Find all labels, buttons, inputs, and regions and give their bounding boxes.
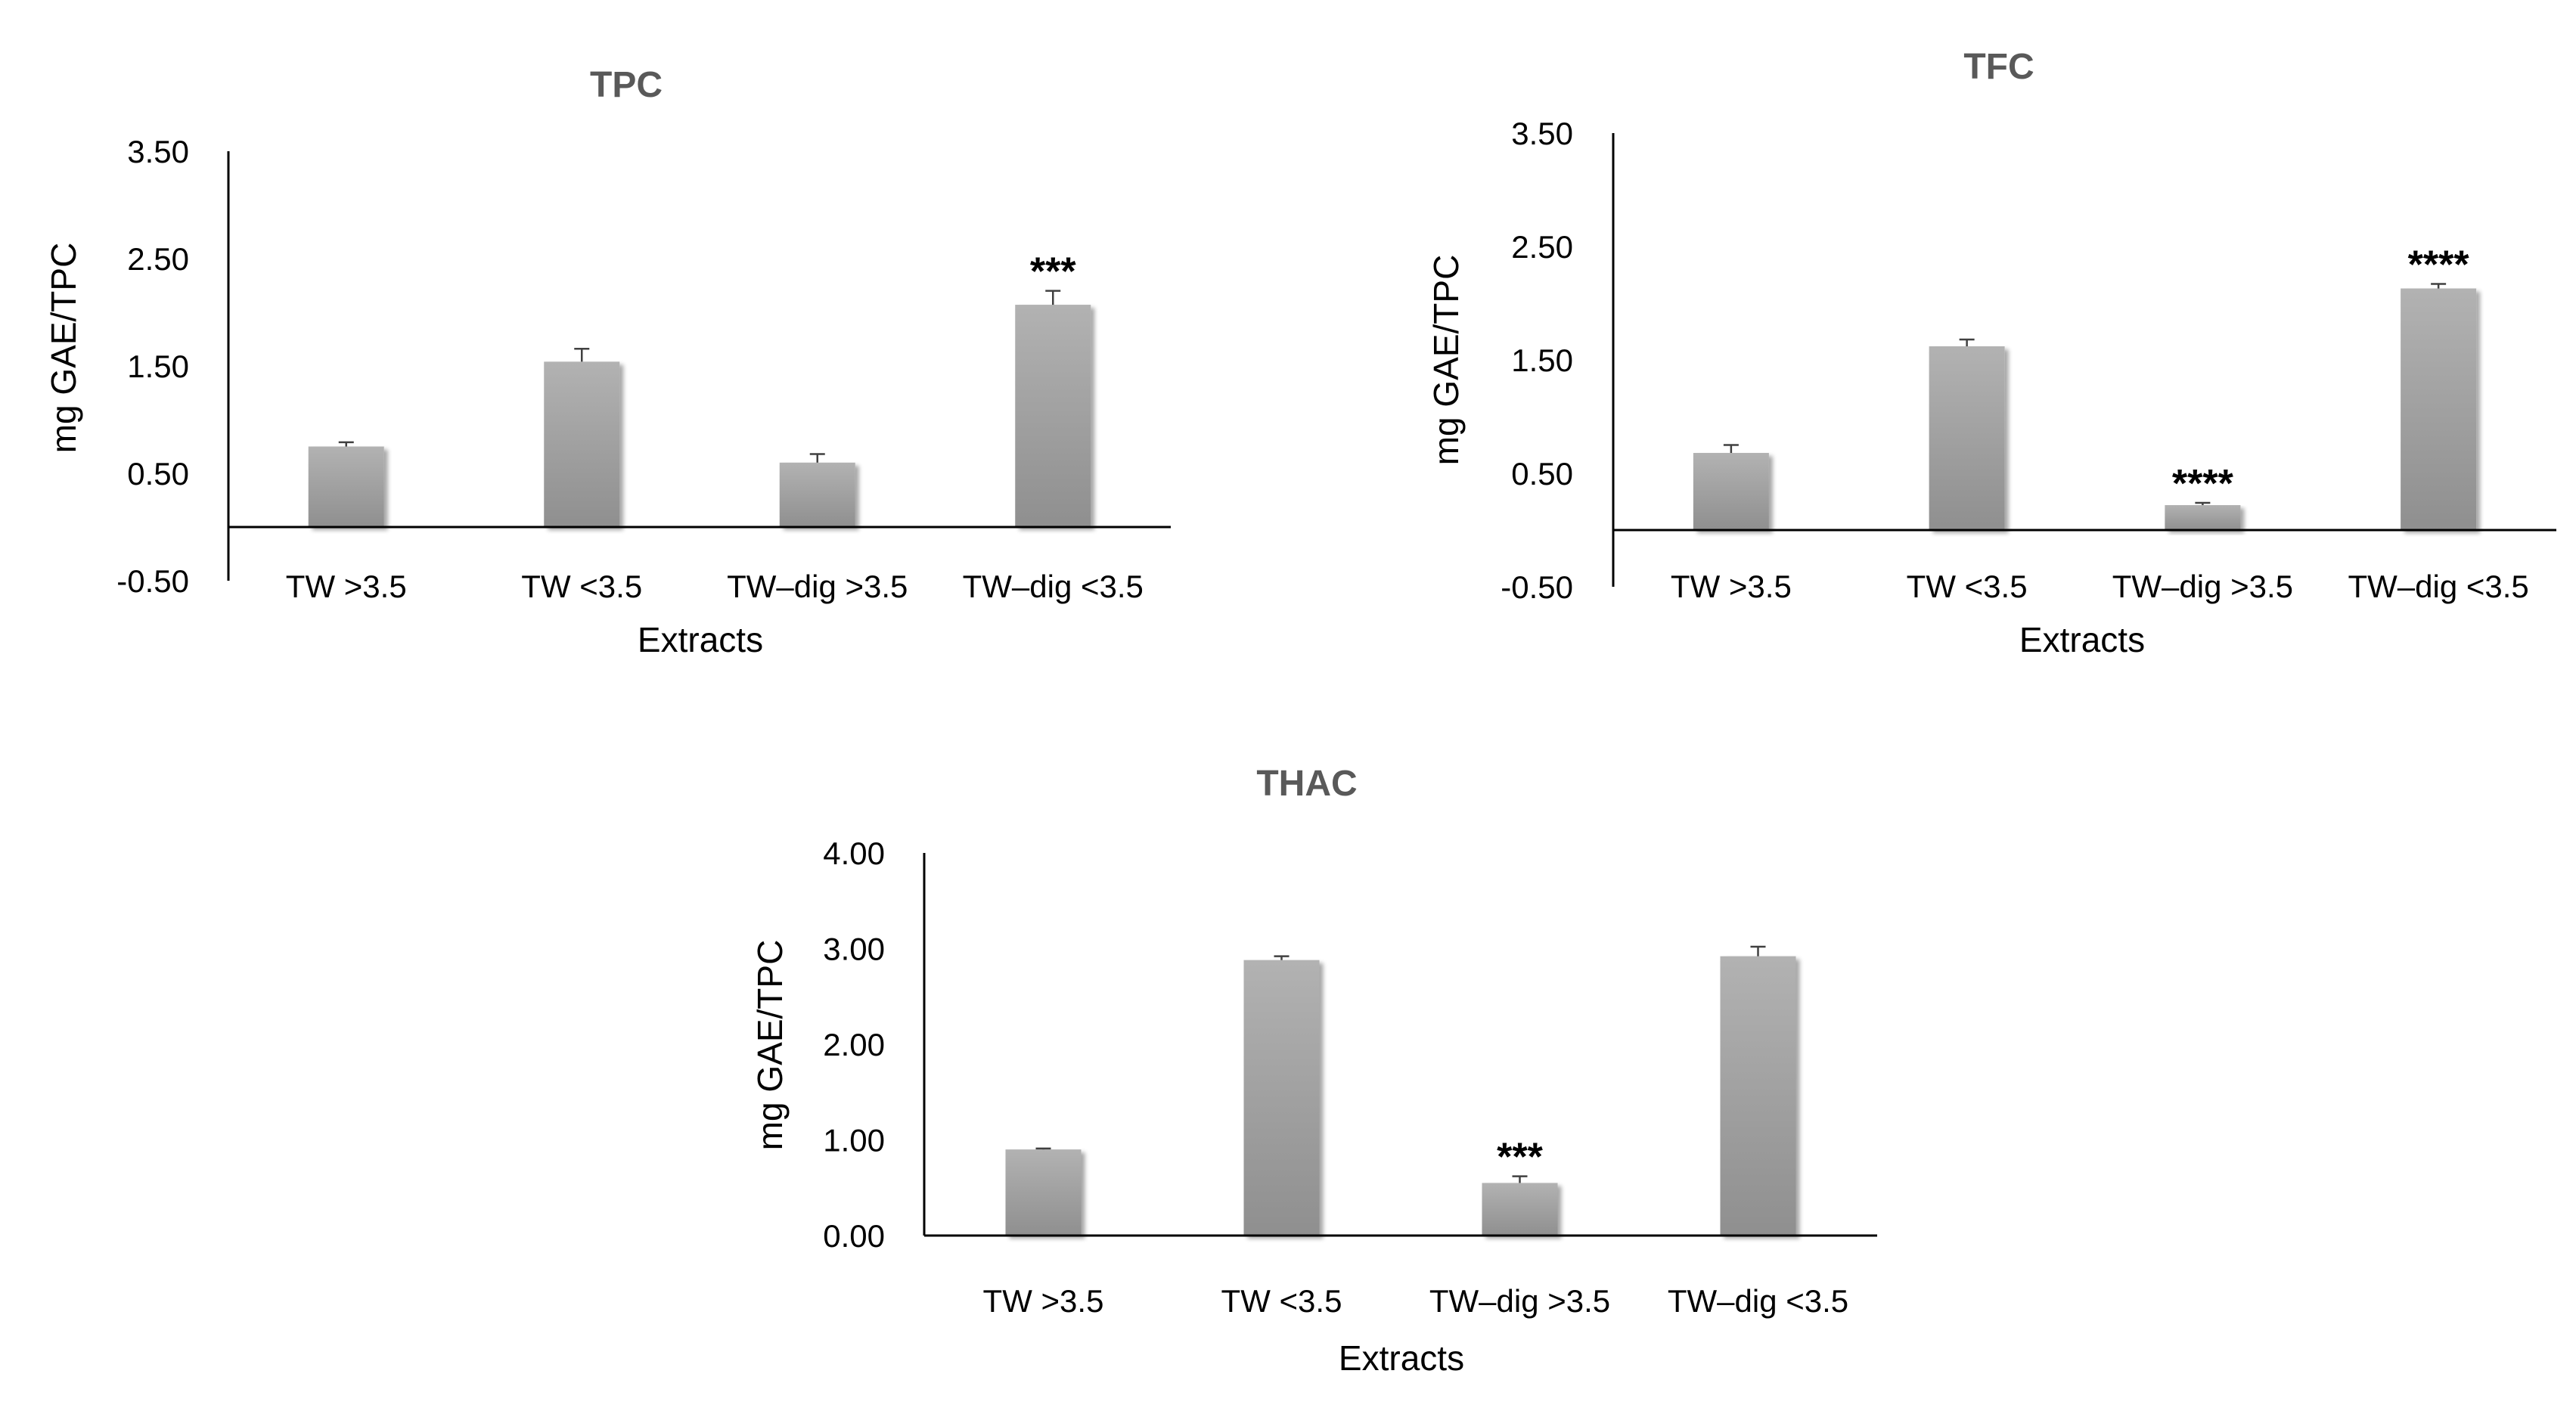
y-tick-label: 0.00 [823, 1218, 885, 1254]
category-label: TW >3.5 [286, 569, 407, 604]
y-tick-label: 2.50 [1511, 229, 1573, 265]
bar [1243, 960, 1320, 1236]
bars: *** [1005, 945, 1796, 1236]
y-tick-label: 1.50 [127, 349, 189, 384]
bars: *** [308, 250, 1091, 527]
y-tick-label: 1.00 [823, 1123, 885, 1158]
y-ticks: -0.50 0.50 1.50 2.50 3.50 [116, 134, 189, 599]
category-label: TW–dig >3.5 [1429, 1283, 1610, 1319]
category-label: TW >3.5 [1671, 569, 1792, 604]
chart-tfc: TFC mg GAE/TPC Extracts -0.50 0.50 1.50 2.5… [1426, 47, 2556, 659]
y-ticks: 0.00 1.00 2.00 3.00 4.00 [823, 836, 885, 1254]
bar [1005, 1149, 1082, 1236]
x-categories: TW >3.5 TW <3.5 TW–dig >3.5 TW–dig <3.5 [286, 569, 1144, 604]
bar [1929, 346, 2005, 530]
category-label: TW–dig >3.5 [727, 569, 908, 604]
y-tick-label: 2.00 [823, 1027, 885, 1062]
bar [1720, 956, 1796, 1236]
chart-tpc: TPC mg GAE/TPC Extracts -0.50 0.50 1.50 2.5… [44, 65, 1171, 659]
bar [1015, 305, 1091, 527]
y-tick-label: -0.50 [116, 563, 189, 599]
category-label: TW–dig >3.5 [2112, 569, 2293, 604]
y-tick-label: 1.50 [1511, 343, 1573, 378]
y-axis-label: mg GAE/TPC [750, 940, 790, 1151]
bar [2165, 505, 2241, 530]
y-tick-label: 2.50 [127, 241, 189, 277]
y-tick-label: 3.50 [127, 134, 189, 169]
category-label: TW–dig <3.5 [963, 569, 1144, 604]
bar [544, 361, 620, 527]
chart-thac: THAC mg GAE/TPC Extracts 0.00 1.00 2.00 3.0… [750, 764, 1877, 1378]
y-ticks: -0.50 0.50 1.50 2.50 3.50 [1501, 116, 1573, 605]
category-label: TW <3.5 [521, 569, 642, 604]
x-axis-label: Extracts [638, 620, 763, 659]
significance-annotation: **** [2172, 462, 2234, 506]
y-axis-label: mg GAE/TPC [1426, 255, 1466, 466]
bar [1482, 1183, 1558, 1236]
y-tick-label: -0.50 [1501, 569, 1573, 605]
bar [308, 446, 384, 527]
y-tick-label: 0.50 [1511, 456, 1573, 491]
bar [1693, 453, 1769, 530]
x-categories: TW >3.5 TW <3.5 TW–dig >3.5 TW–dig <3.5 [983, 1283, 1849, 1319]
significance-annotation: *** [1030, 250, 1076, 294]
x-axis-label: Extracts [1339, 1338, 1464, 1378]
bar [779, 462, 855, 527]
y-tick-label: 0.50 [127, 456, 189, 491]
y-tick-label: 3.50 [1511, 116, 1573, 151]
bars: **** **** [1693, 243, 2477, 530]
category-label: TW <3.5 [1221, 1283, 1342, 1319]
y-tick-label: 4.00 [823, 836, 885, 871]
y-axis-label: mg GAE/TPC [44, 243, 83, 454]
significance-annotation: **** [2408, 243, 2470, 287]
chart-title: THAC [1256, 764, 1357, 804]
chart-title: TFC [1963, 47, 2034, 87]
significance-annotation: *** [1497, 1136, 1543, 1180]
x-categories: TW >3.5 TW <3.5 TW–dig >3.5 TW–dig <3.5 [1671, 569, 2529, 604]
category-label: TW >3.5 [983, 1283, 1104, 1319]
bar [2401, 288, 2477, 530]
category-label: TW–dig <3.5 [2348, 569, 2528, 604]
y-tick-label: 3.00 [823, 932, 885, 967]
x-axis-label: Extracts [2019, 620, 2145, 659]
chart-title: TPC [590, 65, 663, 105]
category-label: TW <3.5 [1907, 569, 2028, 604]
category-label: TW–dig <3.5 [1668, 1283, 1848, 1319]
